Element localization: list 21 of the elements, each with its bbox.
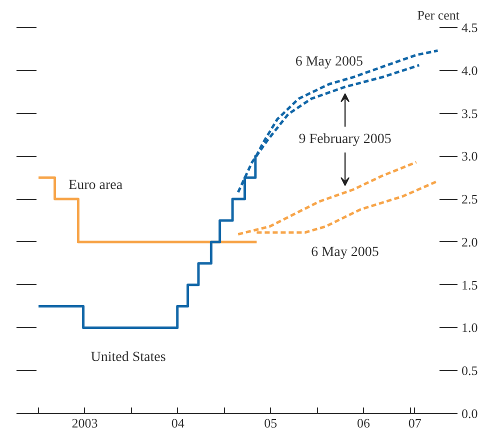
y-tick-label: 1.0 (462, 320, 478, 336)
series-label: 6 May 2005 (311, 245, 379, 260)
annotation: 9 February 2005 (298, 132, 392, 148)
x-tick-label: 2003 (72, 416, 98, 430)
y-axis-title: Per cent (417, 8, 460, 22)
x-tick-label: 04 (171, 416, 185, 430)
x-tick-label: 06 (356, 416, 370, 430)
y-tick-label: 2.0 (462, 234, 478, 250)
x-tick-label: 07 (408, 416, 422, 430)
y-tick-label: 4.0 (462, 62, 478, 78)
y-tick-label: 0.0 (462, 406, 478, 421)
y-tick-label: 1.5 (462, 277, 478, 292)
y-tick-label: 0.5 (462, 363, 478, 378)
y-tick-label: 3.5 (462, 106, 478, 121)
x-tick-label: 05 (264, 416, 278, 430)
y-tick-label: 4.5 (462, 20, 478, 35)
y-tick-label: 2.5 (462, 192, 478, 207)
series-label: Euro area (68, 178, 124, 194)
y-tick-label: 3.0 (462, 148, 478, 164)
series-label: United States (90, 350, 166, 366)
series-label: 6 May 2005 (295, 54, 363, 70)
